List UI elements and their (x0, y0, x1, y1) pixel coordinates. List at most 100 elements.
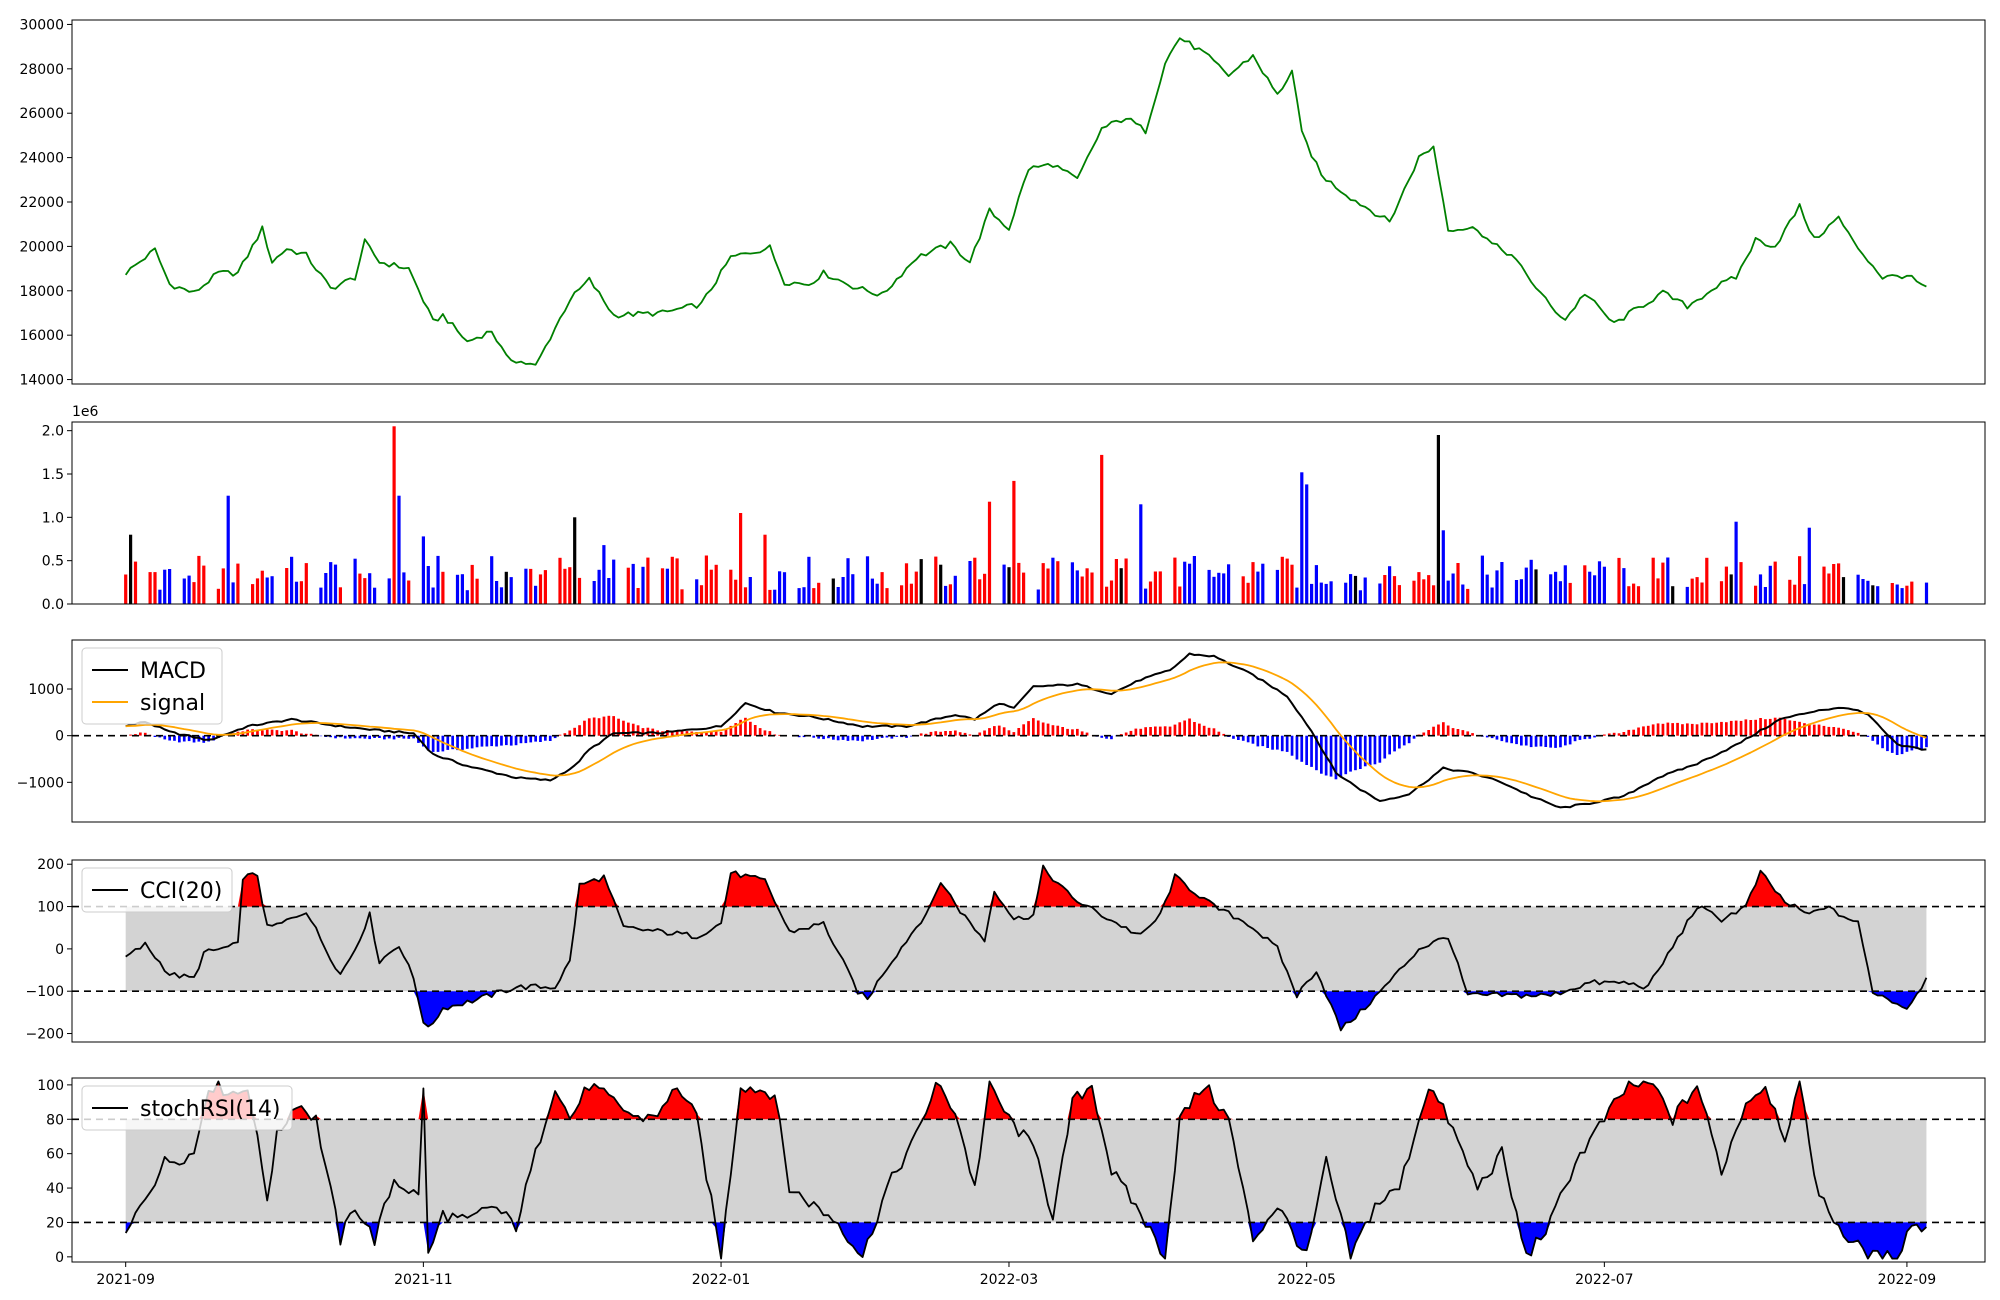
volume-bar (1392, 576, 1397, 604)
volume-bar (1832, 564, 1836, 604)
overbought-fill (125, 865, 1927, 907)
macd-histogram-bar (729, 725, 733, 736)
volume-bar (987, 501, 992, 604)
volume-bar (319, 587, 323, 604)
volume-bar (1568, 582, 1572, 604)
macd-histogram-bar (617, 718, 620, 736)
macd-histogram-bar (763, 730, 767, 736)
volume-bar (1622, 568, 1626, 604)
volume-bar (1690, 578, 1694, 604)
macd-histogram-bar (436, 735, 440, 752)
volume-bar (363, 578, 367, 604)
macd-histogram-bar (836, 735, 840, 741)
macd-histogram-bar (871, 735, 874, 740)
macd-histogram-bar (1666, 722, 1670, 736)
macd-histogram-bar (1158, 726, 1162, 736)
macd-histogram-bar (1847, 730, 1850, 736)
x-tick-label: 2021-09 (96, 1272, 155, 1288)
volume-bar (1046, 568, 1050, 604)
volume-bar (538, 574, 543, 604)
macd-histogram-bar (1842, 728, 1845, 736)
volume-bar (1724, 566, 1728, 604)
macd-histogram-bar (675, 730, 679, 736)
macd-histogram-bar (1139, 728, 1143, 736)
volume-bar (1153, 571, 1157, 604)
macd-histogram-bar (1900, 735, 1904, 755)
macd-histogram-bar (1890, 735, 1894, 753)
volume-bar (782, 572, 787, 604)
volume-bar (1802, 584, 1807, 604)
volume-bar (836, 587, 840, 604)
macd-histogram-bar (1437, 724, 1440, 736)
macd-histogram-bar (1705, 722, 1709, 736)
volume-bar (1583, 565, 1587, 604)
y-tick-label: 14000 (19, 373, 64, 389)
volume-bar (1495, 570, 1499, 604)
volume-bar (1773, 561, 1777, 604)
macd-histogram-bar (1300, 735, 1304, 762)
macd-histogram-bar (1729, 720, 1733, 736)
volume-bar (1417, 572, 1421, 604)
volume-bar (739, 513, 743, 604)
volume-bar (597, 569, 601, 604)
macd-histogram-bar (358, 735, 362, 739)
volume-bar (1285, 558, 1289, 604)
x-tick-label: 2022-05 (1277, 1272, 1336, 1288)
volume-bar (797, 588, 801, 604)
volume-bar (158, 589, 162, 604)
macd-histogram-bar (251, 729, 254, 736)
macd-histogram-bar (1344, 735, 1348, 775)
volume-bar (1588, 571, 1592, 604)
macd-histogram-bar (1271, 735, 1274, 750)
macd-histogram-bar (1812, 724, 1816, 736)
macd-histogram-bar (993, 726, 996, 736)
macd-histogram-bar (1583, 735, 1587, 740)
macd-histogram-bar (1407, 735, 1411, 744)
macd-histogram-bar (1715, 722, 1718, 736)
volume-bar (1758, 574, 1763, 604)
macd-histogram-bar (534, 735, 537, 742)
y-tick-label: −1000 (17, 775, 64, 791)
macd-histogram-bar (529, 735, 533, 743)
volume-bar (846, 558, 850, 604)
volume-bar (1144, 588, 1148, 604)
volume-bar (1466, 588, 1470, 604)
y-tick-label: −200 (26, 1027, 64, 1043)
macd-histogram-bar (495, 735, 498, 747)
volume-bar (543, 570, 547, 604)
macd-histogram-bar (963, 732, 967, 736)
volume-bar (1305, 484, 1309, 604)
volume-bar (1719, 581, 1724, 604)
volume-bar (1534, 569, 1538, 604)
macd-histogram-bar (714, 731, 718, 736)
macd-histogram-bar (622, 720, 625, 736)
volume-bar (402, 572, 406, 604)
volume-bar (812, 588, 816, 604)
volume-bar (1114, 559, 1118, 604)
macd-histogram-bar (1290, 735, 1294, 756)
volume-bar (1593, 575, 1597, 604)
macd-histogram-bar (1173, 724, 1177, 736)
macd-histogram-bar (1837, 727, 1840, 736)
volume-bar (919, 559, 923, 604)
macd-histogram-bar (1285, 735, 1289, 752)
y-tick-label: −100 (26, 984, 64, 1000)
y-tick-label: 0.5 (42, 554, 64, 570)
macd-histogram-bar (1681, 724, 1684, 736)
macd-histogram-bar (758, 728, 762, 736)
volume-bar (885, 588, 889, 604)
volume-bar (1549, 574, 1553, 604)
macd-histogram-bar (539, 735, 542, 742)
volume-bar (1446, 580, 1450, 604)
macd-histogram-bar (1768, 718, 1772, 736)
macd-histogram-bar (1246, 735, 1250, 743)
macd-histogram-bar (1529, 735, 1533, 748)
macd-histogram-bar (1495, 735, 1499, 740)
legend-box (81, 867, 233, 913)
macd-histogram-bar (1466, 731, 1470, 736)
volume-bar (900, 585, 904, 604)
y-tick-label: 60 (46, 1147, 64, 1163)
macd-histogram-bar (1559, 735, 1562, 748)
macd-histogram-bar (1105, 735, 1108, 739)
macd-histogram-bar (168, 735, 171, 741)
